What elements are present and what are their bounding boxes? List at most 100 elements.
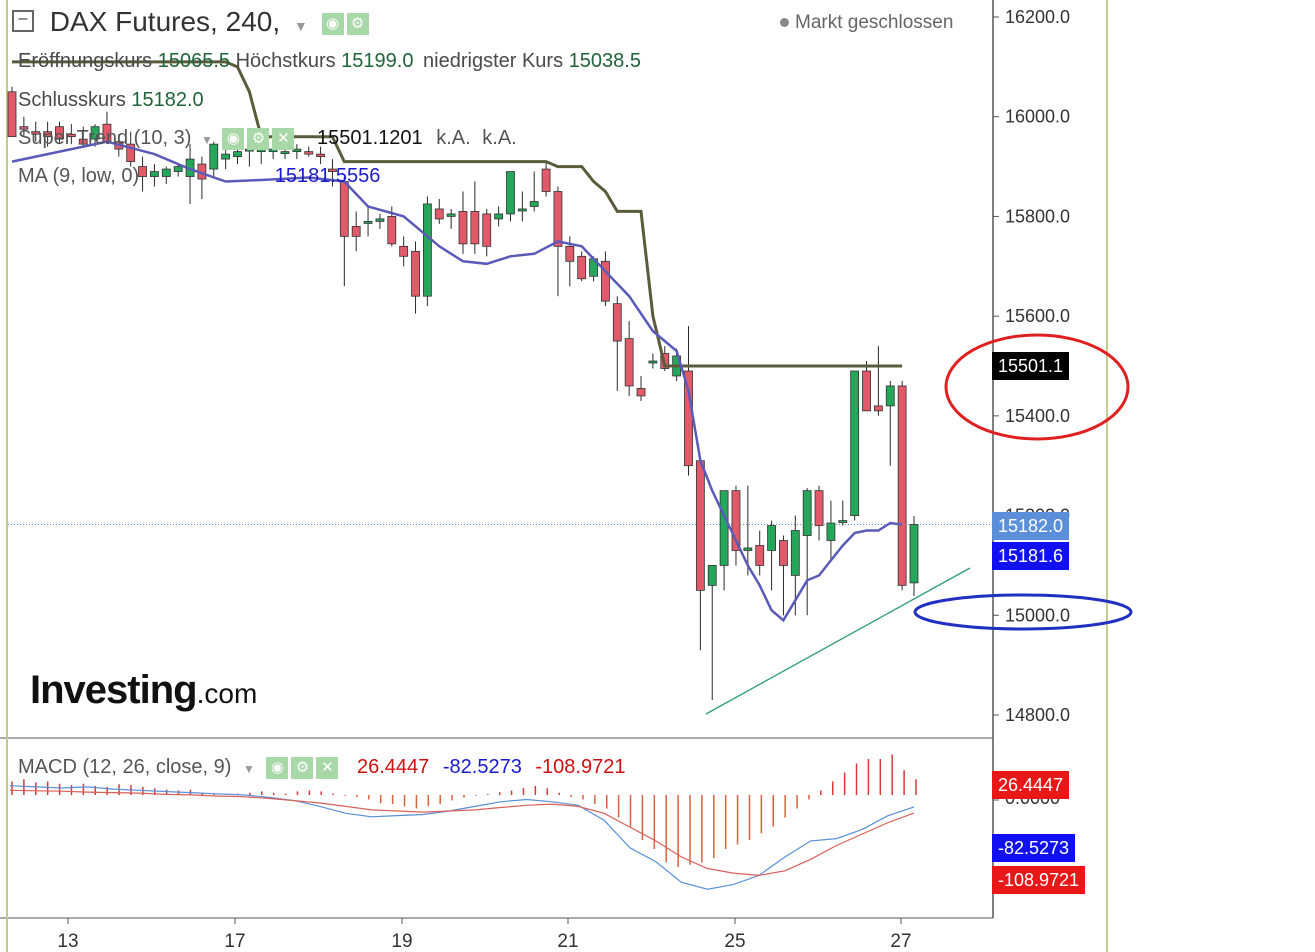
x-tick-label: 17 bbox=[224, 931, 245, 952]
candle-body bbox=[577, 255, 587, 280]
ma-price-tag: 15181.6 bbox=[992, 542, 1070, 570]
candle-body bbox=[909, 524, 919, 584]
candle-body bbox=[612, 303, 622, 342]
candle-body bbox=[280, 151, 290, 155]
ma-legend: MA (9, low, 0) 15181.5556 bbox=[18, 165, 380, 188]
candle-body bbox=[755, 545, 765, 566]
candle-body bbox=[731, 490, 741, 551]
candle-body bbox=[494, 213, 504, 220]
candle-body bbox=[458, 211, 468, 245]
candle-body bbox=[565, 245, 575, 262]
x-tick-label: 13 bbox=[57, 931, 78, 952]
candle-body bbox=[446, 213, 456, 217]
y-tick-label: 16000.0 bbox=[1005, 107, 1070, 127]
y-tick-label: 15400.0 bbox=[1005, 406, 1070, 426]
ma-line bbox=[11, 140, 903, 623]
candle-body bbox=[173, 166, 183, 172]
candle-body bbox=[328, 168, 337, 172]
candle-body bbox=[351, 225, 361, 237]
macd-label: MACD (12, 26, close, 9) bbox=[18, 756, 232, 778]
close-icon[interactable]: ✕ bbox=[316, 756, 339, 779]
chevron-down-icon[interactable]: ▼ bbox=[201, 133, 213, 147]
chevron-down-icon[interactable]: ▼ bbox=[242, 762, 255, 776]
ma-value: 15181.5556 bbox=[274, 165, 381, 187]
candle-body bbox=[126, 143, 136, 162]
close-value: 15182.0 bbox=[131, 89, 204, 111]
y-tick-label: 14800.0 bbox=[1005, 705, 1070, 725]
candle-body bbox=[7, 91, 17, 138]
y-tick-label: 15600.0 bbox=[1005, 306, 1070, 326]
candle-body bbox=[304, 151, 314, 155]
candle-body bbox=[434, 208, 444, 220]
eye-icon[interactable]: ◉ bbox=[222, 127, 245, 150]
x-tick-label: 25 bbox=[724, 931, 745, 952]
chevron-down-icon[interactable]: ▼ bbox=[293, 18, 308, 34]
supertrend-price-tag: 15501.1 bbox=[992, 352, 1070, 380]
market-status: Markt geschlossen bbox=[780, 12, 953, 34]
support-trendline bbox=[705, 567, 971, 715]
candle-body bbox=[719, 490, 729, 566]
macd-line-value: -82.5273 bbox=[442, 756, 522, 778]
candle-body bbox=[292, 148, 302, 153]
candle-body bbox=[826, 522, 836, 541]
candle-body bbox=[78, 138, 88, 145]
candle-body bbox=[375, 218, 385, 222]
high-label: Höchstkurs bbox=[235, 50, 336, 72]
candle-body bbox=[648, 360, 658, 364]
open-value: 15065.5 bbox=[157, 50, 231, 72]
candle-body bbox=[363, 221, 373, 224]
ma-label: MA (9, low, 0) bbox=[18, 165, 140, 187]
low-value: 15038.5 bbox=[568, 50, 641, 72]
candle-body bbox=[553, 191, 563, 247]
candle-body bbox=[482, 213, 492, 247]
ohlc-row-2: Schlusskurs 15182.0 bbox=[18, 89, 204, 112]
x-tick-label: 19 bbox=[391, 931, 412, 952]
candle-body bbox=[221, 153, 231, 160]
close-icon[interactable]: ✕ bbox=[272, 127, 295, 150]
candle-body bbox=[43, 131, 53, 138]
candle-body bbox=[802, 490, 812, 536]
gear-icon[interactable]: ⚙ bbox=[247, 127, 270, 150]
macd-legend: MACD (12, 26, close, 9) ▼ ◉ ⚙ ✕ 26.4447 -8… bbox=[18, 756, 625, 779]
investing-logo: Investing.com bbox=[30, 668, 257, 713]
gear-icon[interactable]: ⚙ bbox=[291, 756, 314, 779]
macd-line-tag: -82.5273 bbox=[992, 834, 1076, 862]
candle-body bbox=[814, 490, 824, 526]
macd-hist-tag: 26.4447 bbox=[992, 771, 1070, 799]
ohlc-row-1: Eröffnungskurs 15065.5 Höchstkurs 15199.… bbox=[18, 50, 641, 73]
candle-body bbox=[695, 460, 705, 591]
candle-body bbox=[209, 143, 219, 170]
y-tick-label: 15800.0 bbox=[1005, 206, 1070, 226]
status-dot-icon bbox=[780, 18, 789, 28]
price-pane bbox=[8, 0, 993, 738]
candle-body bbox=[422, 203, 432, 297]
eye-icon[interactable]: ◉ bbox=[266, 756, 289, 779]
chart-title-row: – DAX Futures, 240, ▼ ◉ ⚙ bbox=[12, 6, 372, 38]
supertrend-value: 15501.1201 bbox=[317, 127, 423, 149]
candle-body bbox=[339, 181, 349, 237]
candle-body bbox=[601, 260, 610, 302]
candle-body bbox=[90, 126, 100, 140]
candle-body bbox=[506, 171, 515, 215]
blue-annotation-ellipse bbox=[913, 593, 1133, 631]
candle-body bbox=[150, 171, 159, 177]
candle-body bbox=[767, 525, 776, 551]
x-tick-label: 21 bbox=[557, 931, 578, 952]
collapse-icon[interactable]: – bbox=[12, 9, 34, 32]
candle-body bbox=[411, 250, 420, 297]
macd-hist-value: 26.4447 bbox=[357, 756, 430, 778]
macd-signal-tag: -108.9721 bbox=[992, 866, 1086, 894]
gear-icon[interactable]: ⚙ bbox=[346, 12, 369, 35]
supertrend-extra-2: k.A. bbox=[482, 127, 517, 149]
candle-body bbox=[636, 388, 646, 397]
candle-body bbox=[161, 168, 171, 177]
candle-body bbox=[31, 131, 41, 135]
candle-body bbox=[779, 540, 788, 566]
candle-body bbox=[55, 126, 64, 140]
x-tick-label: 27 bbox=[890, 931, 911, 952]
candle-body bbox=[624, 338, 634, 387]
close-price-tag: 15182.0 bbox=[992, 512, 1070, 540]
eye-icon[interactable]: ◉ bbox=[321, 12, 344, 35]
candle-body bbox=[529, 201, 539, 207]
